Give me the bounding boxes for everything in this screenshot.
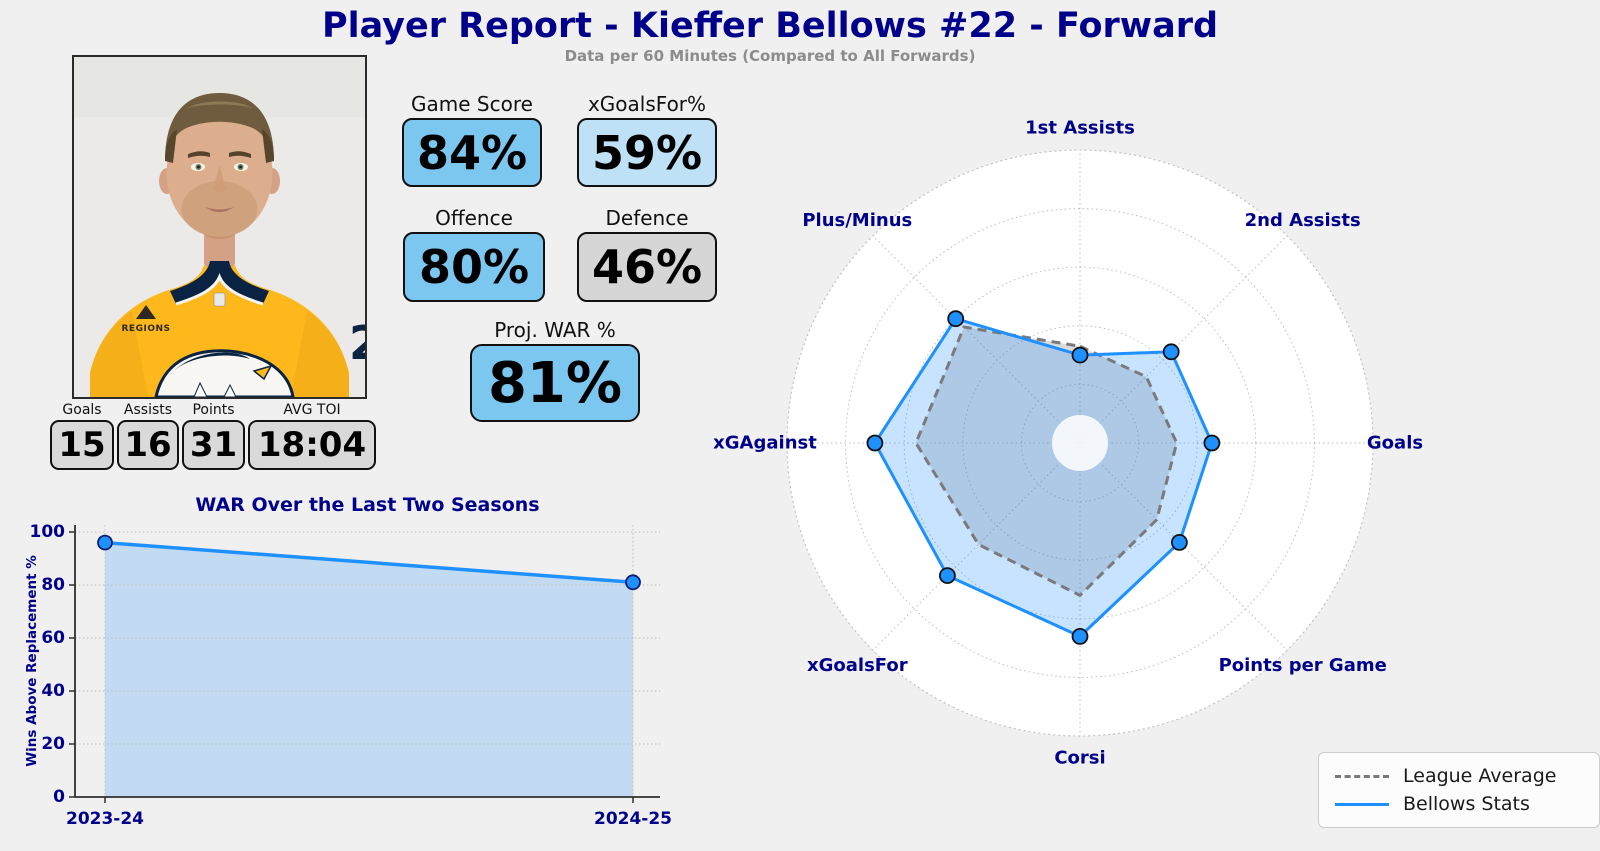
- badge-value: 59%: [577, 118, 717, 187]
- player-photo: 2: [72, 55, 367, 399]
- svg-text:2024-25: 2024-25: [594, 809, 672, 829]
- stat-assists: Assists 16: [117, 401, 179, 470]
- legend-label: Bellows Stats: [1403, 793, 1530, 815]
- badge-defence: Defence 46%: [577, 206, 717, 302]
- stat-value: 16: [117, 420, 179, 470]
- player-hair: [165, 93, 274, 163]
- badge-value: 81%: [470, 344, 640, 422]
- badge-value: 84%: [402, 118, 542, 187]
- svg-text:Corsi: Corsi: [1054, 748, 1105, 769]
- stat-label: AVG TOI: [283, 402, 341, 418]
- svg-text:60: 60: [41, 628, 65, 648]
- legend-entry-league-average: League Average: [1319, 765, 1599, 787]
- jersey-number: 2: [349, 316, 365, 370]
- legend-entry-bellows-stats: Bellows Stats: [1319, 793, 1599, 815]
- badge-label: Defence: [605, 206, 689, 230]
- badge-value: 46%: [577, 232, 717, 302]
- badge-game-score: Game Score 84%: [402, 92, 542, 187]
- stat-label: Goals: [62, 402, 102, 418]
- stat-points: Points 31: [182, 401, 245, 470]
- svg-text:2023-24: 2023-24: [66, 809, 144, 829]
- regions-patch: REGIONS: [122, 305, 171, 334]
- svg-text:Goals: Goals: [1367, 433, 1423, 454]
- stat-value: 18:04: [248, 420, 376, 470]
- svg-text:Points per Game: Points per Game: [1219, 655, 1387, 676]
- svg-text:20: 20: [41, 734, 65, 754]
- page-title: Player Report - Kieffer Bellows #22 - Fo…: [321, 6, 1219, 46]
- stat-label: Assists: [123, 402, 173, 418]
- svg-text:80: 80: [41, 575, 65, 595]
- svg-text:2nd Assists: 2nd Assists: [1245, 210, 1361, 231]
- svg-text:1st Assists: 1st Assists: [1025, 118, 1135, 139]
- player-photo-art: 2: [74, 57, 365, 397]
- badge-label: Offence: [435, 206, 513, 230]
- stat-label: Points: [192, 402, 235, 418]
- jersey-collar: [170, 261, 269, 307]
- badge-proj-war: Proj. WAR % 81%: [470, 318, 640, 422]
- svg-text:xGAgainst: xGAgainst: [713, 433, 817, 454]
- stat-goals: Goals 15: [50, 401, 114, 470]
- player-face: [159, 109, 280, 269]
- regions-patch-text: REGIONS: [122, 324, 171, 334]
- legend-label: League Average: [1403, 765, 1557, 787]
- badge-xgoalsfor-pct: xGoalsFor% 59%: [577, 92, 717, 187]
- badge-label: Game Score: [411, 92, 533, 116]
- svg-text:0: 0: [53, 787, 65, 807]
- war-line-chart: 0 20 40 60 80 100 2023-24 2024-25 WAR Over the L…: [24, 494, 672, 829]
- nhl-shield-icon: [213, 292, 226, 307]
- radar-legend: League Average Bellows Stats: [1318, 752, 1600, 828]
- badge-label: Proj. WAR %: [494, 318, 616, 342]
- league-average-line-sample: [1335, 774, 1389, 778]
- svg-text:Plus/Minus: Plus/Minus: [802, 210, 912, 231]
- stat-value: 15: [50, 420, 114, 470]
- badge-label: xGoalsFor%: [587, 92, 707, 116]
- badge-value: 80%: [403, 232, 545, 302]
- player-jersey: 2: [90, 265, 365, 397]
- radar-chart: 1st Assists 2nd Assists Goals Points per Ga…: [713, 118, 1423, 769]
- page-subtitle: Data per 60 Minutes (Compared to All For…: [564, 47, 976, 65]
- badge-offence: Offence 80%: [403, 206, 545, 302]
- stat-avg-toi: AVG TOI 18:04: [248, 401, 376, 470]
- svg-text:WAR Over the Last Two Seasons: WAR Over the Last Two Seasons: [195, 494, 539, 516]
- stat-value: 31: [182, 420, 245, 470]
- bellows-stats-line-sample: [1335, 802, 1389, 806]
- predators-logo: [154, 349, 295, 397]
- svg-text:100: 100: [30, 522, 66, 542]
- svg-text:40: 40: [41, 681, 65, 701]
- svg-text:Wins Above Replacement %: Wins Above Replacement %: [24, 555, 40, 767]
- svg-text:xGoalsFor: xGoalsFor: [807, 655, 908, 676]
